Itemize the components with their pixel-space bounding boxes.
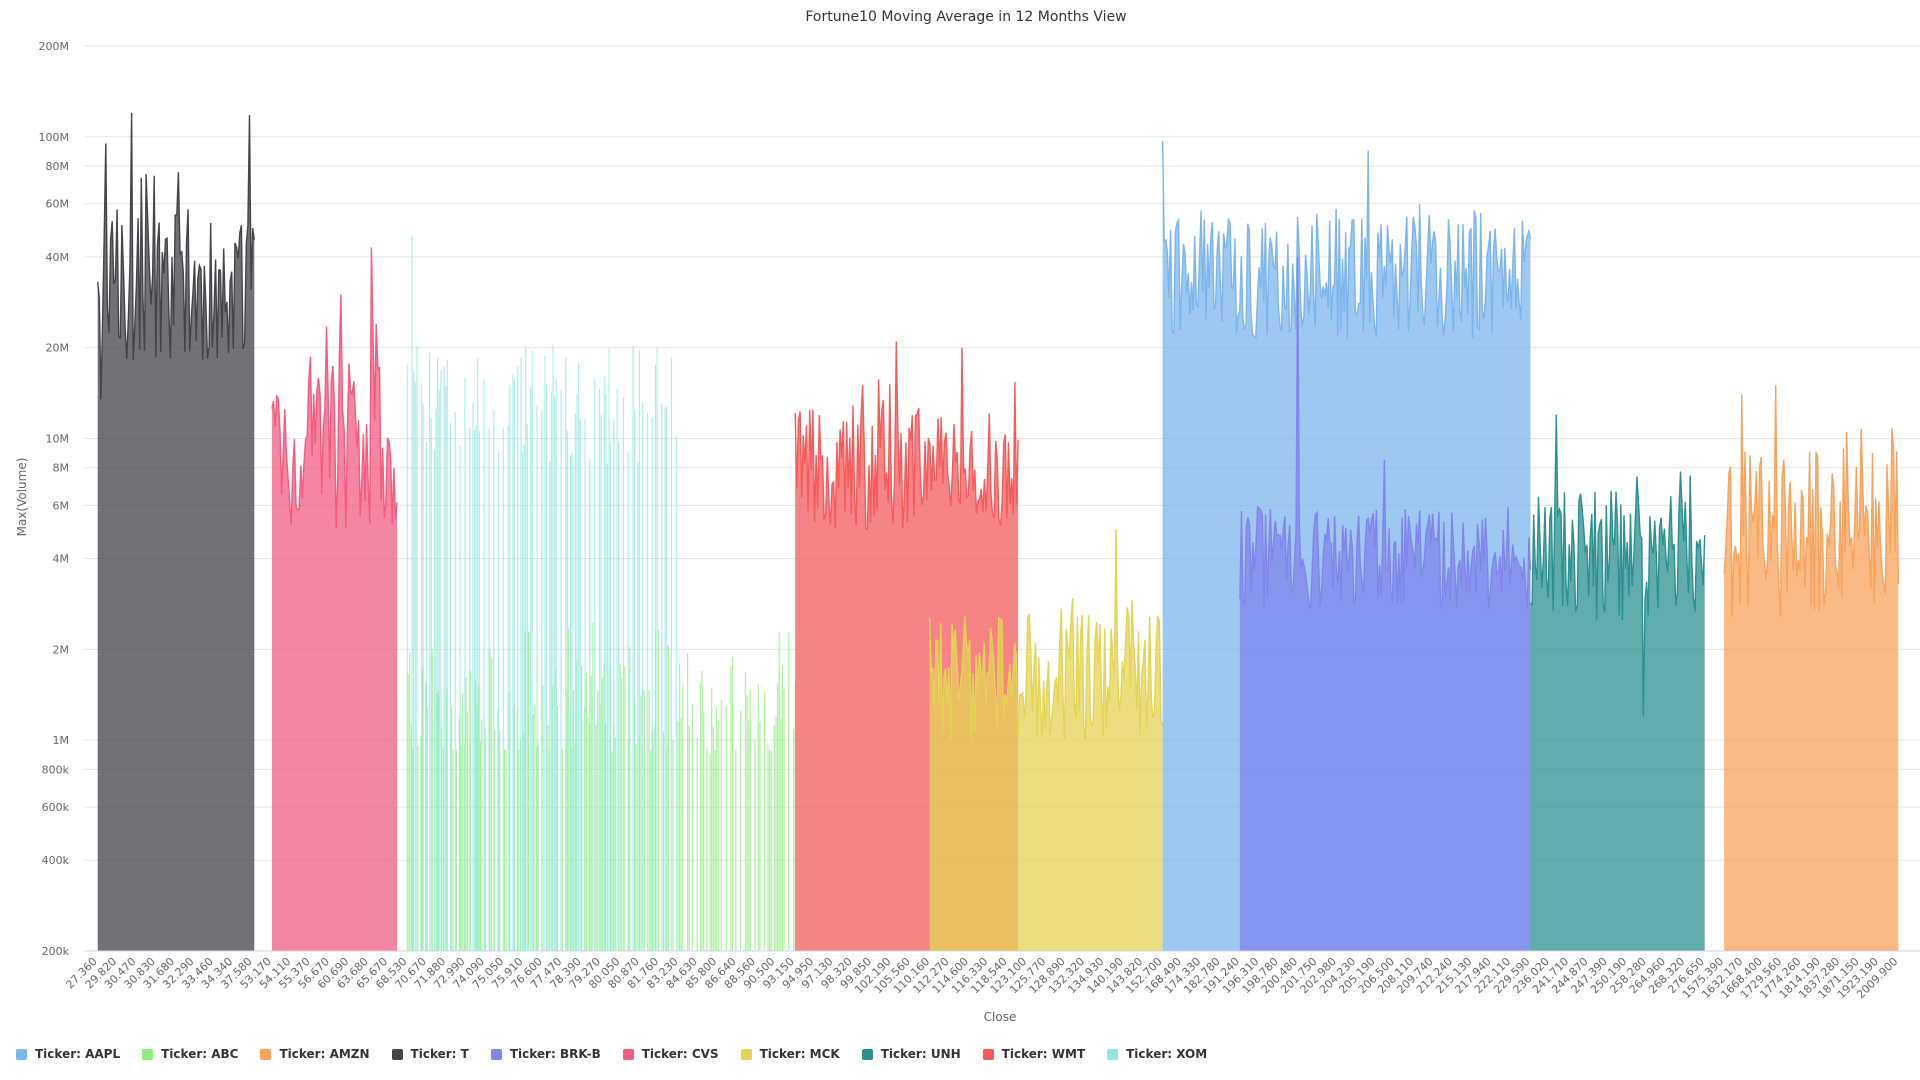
legend-swatch [1107, 1048, 1119, 1060]
series-line [1161, 140, 1532, 340]
legend-item-aapl[interactable]: Ticker: AAPL [16, 1047, 120, 1061]
legend-swatch [622, 1048, 634, 1060]
series-xom [406, 235, 677, 951]
legend-swatch [391, 1048, 403, 1060]
y-tick-label: 20M [46, 342, 70, 355]
legend-swatch [740, 1048, 752, 1060]
series-line [97, 112, 255, 400]
series-line [1723, 385, 1899, 617]
series-line [1239, 256, 1532, 610]
y-tick-label: 4M [53, 553, 70, 566]
x-axis-ticks: 27.36029.82030.47030.83031.68032.29033.4… [63, 955, 1900, 1001]
series-area [271, 247, 398, 951]
y-tick-label: 10M [46, 432, 70, 445]
y-tick-label: 80M [46, 160, 70, 173]
legend-item-wmt[interactable]: Ticker: WMT [982, 1047, 1086, 1061]
y-tick-label: 8M [53, 462, 70, 475]
series-unh [1530, 414, 1706, 952]
legend-label: Ticker: ABC [161, 1047, 239, 1061]
legend-item-cvs[interactable]: Ticker: CVS [622, 1047, 719, 1061]
legend: Ticker: AAPL Ticker: ABC Ticker: AMZN Ti… [16, 1042, 1229, 1066]
legend-label: Ticker: MCK [759, 1047, 840, 1061]
y-tick-label: 1M [53, 734, 70, 747]
series-cvs [271, 247, 398, 951]
y-tick-label: 100M [39, 131, 70, 144]
y-tick-label: 60M [46, 198, 70, 211]
y-tick-label: 2M [53, 643, 70, 656]
series-area [1530, 414, 1705, 952]
y-tick-label: 6M [53, 499, 70, 512]
legend-label: Ticker: T [410, 1047, 469, 1061]
legend-swatch [142, 1048, 154, 1060]
legend-item-xom[interactable]: Ticker: XOM [1107, 1047, 1207, 1061]
y-tick-label: 600k [42, 801, 70, 814]
legend-label: Ticker: CVS [641, 1047, 719, 1061]
series-abc [407, 622, 796, 951]
legend-item-t[interactable]: Ticker: T [391, 1047, 469, 1061]
legend-swatch [260, 1048, 272, 1060]
legend-label: Ticker: UNH [880, 1047, 961, 1061]
legend-swatch [861, 1048, 873, 1060]
y-tick-label: 40M [46, 251, 70, 264]
legend-label: Ticker: AMZN [279, 1047, 370, 1061]
series-brk-b [1239, 256, 1532, 951]
y-axis-title: Max(Volume) [15, 458, 29, 537]
legend-item-unh[interactable]: Ticker: UNH [861, 1047, 961, 1061]
y-axis-ticks: 200k 400k 600k 800k 1M 2M 4M 6M 8M 10M 20M 40M 60M 80… [39, 40, 70, 958]
series-t [97, 112, 255, 951]
series-line [271, 247, 398, 529]
y-tick-label: 200k [42, 945, 70, 958]
legend-label: Ticker: AAPL [35, 1047, 121, 1061]
x-axis-title: Close [984, 1010, 1017, 1024]
series-mck [928, 529, 1164, 951]
legend-label: Ticker: BRK-B [509, 1047, 601, 1061]
legend-label: Ticker: WMT [1001, 1047, 1086, 1061]
legend-item-mck[interactable]: Ticker: MCK [740, 1047, 840, 1061]
series-line [928, 529, 1164, 740]
series-area [1239, 256, 1531, 951]
series-area [929, 529, 1163, 951]
y-tick-label: 800k [42, 763, 70, 776]
series-area [97, 112, 255, 951]
series-line [1530, 414, 1706, 717]
legend-item-amzn[interactable]: Ticker: AMZN [260, 1047, 370, 1061]
legend-swatch [982, 1048, 994, 1060]
chart-title: Fortune10 Moving Average in 12 Months Vi… [805, 9, 1126, 25]
series-group [97, 112, 1899, 952]
legend-item-abc[interactable]: Ticker: ABC [142, 1047, 238, 1061]
legend-swatch [490, 1048, 502, 1060]
legend-item-brk-b[interactable]: Ticker: BRK-B [490, 1047, 601, 1061]
y-tick-label: 200M [39, 40, 70, 53]
legend-label: Ticker: XOM [1126, 1047, 1208, 1061]
series-line [794, 341, 1019, 530]
y-tick-label: 400k [42, 854, 70, 867]
series-amzn [1723, 385, 1899, 951]
legend-swatch [16, 1048, 27, 1060]
